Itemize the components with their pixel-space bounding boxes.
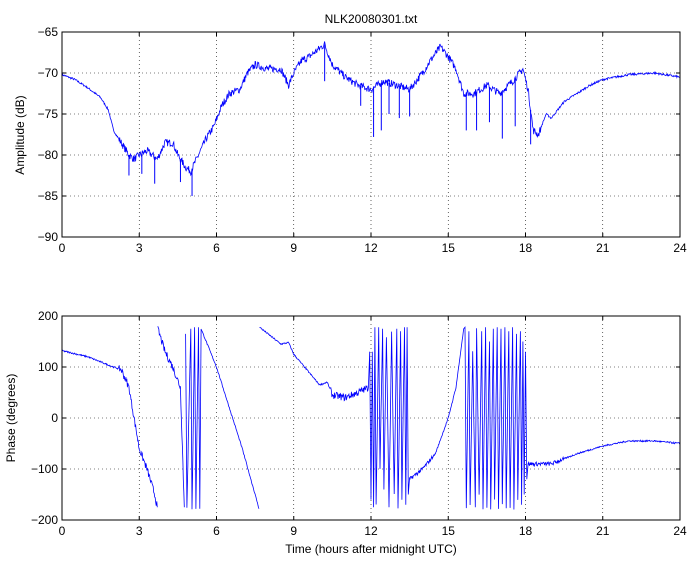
y-tick-label: −75 [38,107,59,121]
x-tick-label: 18 [519,524,533,538]
x-tick-label: 6 [213,241,220,255]
phase-line-segment [157,326,185,508]
phase-line-segment [61,349,158,508]
axes-box [61,315,681,521]
x-tick-label: 24 [673,241,687,255]
x-tick-label: 12 [364,524,378,538]
axes-box [61,31,681,238]
x-axis-label: Time (hours after midnight UTC) [285,542,457,556]
y-tick-label: −80 [38,148,59,162]
y-tick-label: −200 [31,513,58,527]
phase-axes: 0 3 6 9 12 15 18 21 24 −200 −100 0 100 200 [31,309,687,538]
x-tick-label: 24 [673,524,687,538]
x-tick-label: 9 [290,524,297,538]
phase-line-segment [259,326,681,510]
y-tick-label: 100 [38,360,58,374]
y-tick-label: 200 [38,309,58,323]
chart-title: NLK20080301.txt [325,12,418,26]
amplitude-axes: 0 3 6 9 12 15 18 21 24 −90 −85 −80 −75 −70 −65 [38,25,687,255]
y-tick-label: −100 [31,462,58,476]
x-tick-label: 12 [364,241,378,255]
x-tick-label: 21 [596,241,610,255]
y-tick-label: −85 [38,189,59,203]
y-tick-label: 0 [51,411,58,425]
x-tick-label: 6 [213,524,220,538]
y-tick-label: −90 [38,230,59,244]
x-tick-label: 3 [136,524,143,538]
x-tick-label: 3 [136,241,143,255]
x-tick-label: 9 [290,241,297,255]
phase-line-segment [185,327,260,510]
phase-y-axis-label: Phase (degrees) [4,374,18,463]
x-tick-label: 0 [59,524,66,538]
x-tick-label: 15 [442,241,456,255]
amplitude-y-axis-label: Amplitude (dB) [13,95,27,174]
y-tick-label: −70 [38,66,59,80]
amplitude-line [61,41,681,177]
y-tick-label: −65 [38,25,59,39]
x-tick-label: 21 [596,524,610,538]
x-tick-label: 15 [442,524,456,538]
x-tick-label: 18 [519,241,533,255]
x-tick-label: 0 [59,241,66,255]
